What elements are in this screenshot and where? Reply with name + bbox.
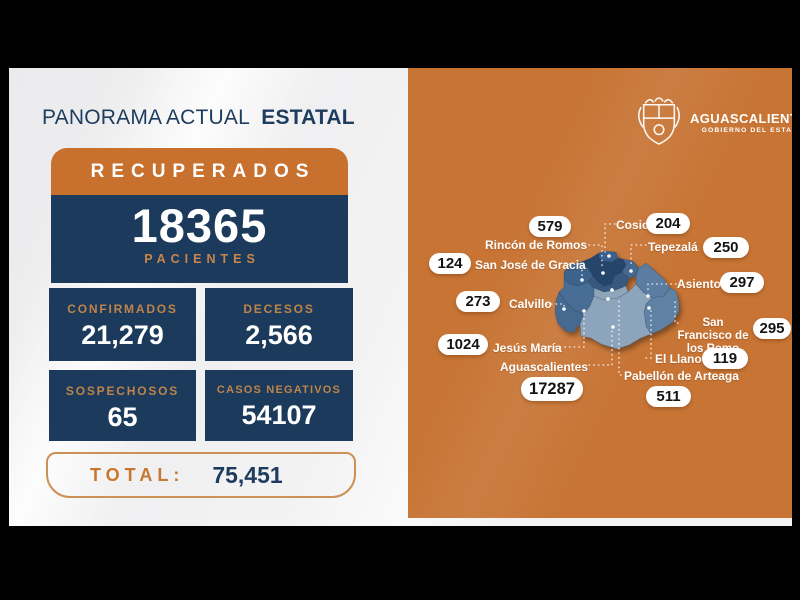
stat-box-confirmados: CONFIRMADOS 21,279 xyxy=(49,288,196,361)
dot-jesus-maria xyxy=(582,309,586,313)
connector-tepezala xyxy=(630,244,647,268)
pill-cosio: 204 xyxy=(646,213,690,234)
pill-san-jose-de-gracia: 124 xyxy=(429,253,471,274)
map-connector-lines xyxy=(541,223,679,376)
label-rincon-de-romos: Rincón de Romos xyxy=(484,238,587,252)
stat-box-sospechosos: SOSPECHOSOS 65 xyxy=(49,370,196,441)
stat-label: DECESOS xyxy=(243,302,315,316)
stat-label: SOSPECHOSOS xyxy=(65,384,180,398)
stat-value: 65 xyxy=(107,402,138,432)
pill-pabellon-de-arteaga: 511 xyxy=(646,386,691,407)
recovered-unit: PACIENTES xyxy=(144,252,260,266)
label-asientos: Asientos xyxy=(677,277,728,291)
pill-aguascalientes: 17287 xyxy=(521,377,583,401)
label-aguascalientes: Aguascalientes xyxy=(499,360,588,374)
label-tepezala: Tepezalá xyxy=(648,240,698,254)
logo-wordmark: AGUASCALIENTES GOBIERNO DEL ESTADO xyxy=(690,111,792,134)
label-jesus-maria: Jesús María xyxy=(493,341,562,355)
label-pabellon-de-arteaga: Pabellón de Arteaga xyxy=(624,369,739,383)
connector-asientos xyxy=(647,283,677,294)
recovered-card: RECUPERADOS 18365 PACIENTES xyxy=(51,148,348,283)
recovered-count: 18365 xyxy=(131,199,268,252)
label-cosio: Cosio xyxy=(616,218,650,232)
page-title-bold: ESTATAL xyxy=(261,106,355,129)
pill-el-llano: 119 xyxy=(702,348,748,369)
stat-value: 2,566 xyxy=(245,320,313,350)
pill-rincon-de-romos: 579 xyxy=(529,216,571,237)
label-calvillo: Calvillo xyxy=(509,297,552,311)
connector-jesus-maria xyxy=(545,313,585,348)
connector-calvillo xyxy=(541,303,565,308)
total-label: TOTAL: xyxy=(90,464,185,485)
stat-value: 54107 xyxy=(241,400,317,430)
map-regions xyxy=(554,250,680,350)
stat-label: CONFIRMADOS xyxy=(67,302,178,316)
connector-rincon-de-romos xyxy=(588,244,603,269)
dot-rincon-de-romos xyxy=(601,271,605,275)
coat-of-arms-icon xyxy=(638,97,680,145)
page-title-regular: PANORAMA ACTUAL xyxy=(42,106,250,129)
total-value: 75,451 xyxy=(212,461,283,488)
logo-subtitle: GOBIERNO DEL ESTADO xyxy=(701,126,792,134)
label-san-jose-de-gracia: San José de Gracia xyxy=(475,258,586,272)
dot-asientos xyxy=(646,294,650,298)
pill-calvillo: 273 xyxy=(456,291,500,312)
infographic-slide: PANORAMA ACTUAL ESTATAL RECUPERADOS 1836… xyxy=(9,68,792,526)
recovered-body: 18365 PACIENTES xyxy=(51,195,348,283)
stat-box-casos-negativos: CASOS NEGATIVOS 54107 xyxy=(205,370,353,441)
dot-tepezala xyxy=(629,269,633,273)
stat-value: 21,279 xyxy=(81,320,164,350)
dot-el-llano xyxy=(647,306,651,310)
dot-san-francisco xyxy=(606,297,610,301)
recovered-header: RECUPERADOS xyxy=(51,148,348,195)
state-government-logo: AGUASCALIENTES GOBIERNO DEL ESTADO xyxy=(636,96,792,148)
connector-aguascalientes xyxy=(588,329,613,366)
dot-calvillo xyxy=(562,307,566,311)
stat-box-decesos: DECESOS 2,566 xyxy=(205,288,353,361)
total-box: TOTAL: 75,451 xyxy=(46,452,356,498)
pill-san-francisco-de-los-romo: 295 xyxy=(753,318,791,339)
dot-san-jose-de-gracia xyxy=(580,278,584,282)
aguascalientes-state-map xyxy=(541,223,680,376)
dot-aguascalientes xyxy=(611,325,615,329)
page-title: PANORAMA ACTUAL ESTATAL xyxy=(42,106,355,130)
connector-pabellon xyxy=(618,297,622,376)
logo-title: AGUASCALIENTES xyxy=(690,110,792,126)
stat-label: CASOS NEGATIVOS xyxy=(216,384,342,396)
dot-pabellon xyxy=(610,288,614,292)
pill-asientos: 297 xyxy=(720,272,764,293)
pill-jesus-maria: 1024 xyxy=(438,334,488,355)
map-region-tepezala xyxy=(621,258,640,279)
connector-cosio xyxy=(604,223,616,253)
connector-san-francisco xyxy=(674,300,679,324)
map-panel: AGUASCALIENTES GOBIERNO DEL ESTADO xyxy=(408,68,792,518)
map-center-dots xyxy=(562,254,651,329)
pill-tepezala: 250 xyxy=(703,237,749,258)
dot-cosio xyxy=(607,254,611,258)
label-el-llano: El Llano xyxy=(655,352,702,366)
connector-el-llano xyxy=(645,310,652,359)
